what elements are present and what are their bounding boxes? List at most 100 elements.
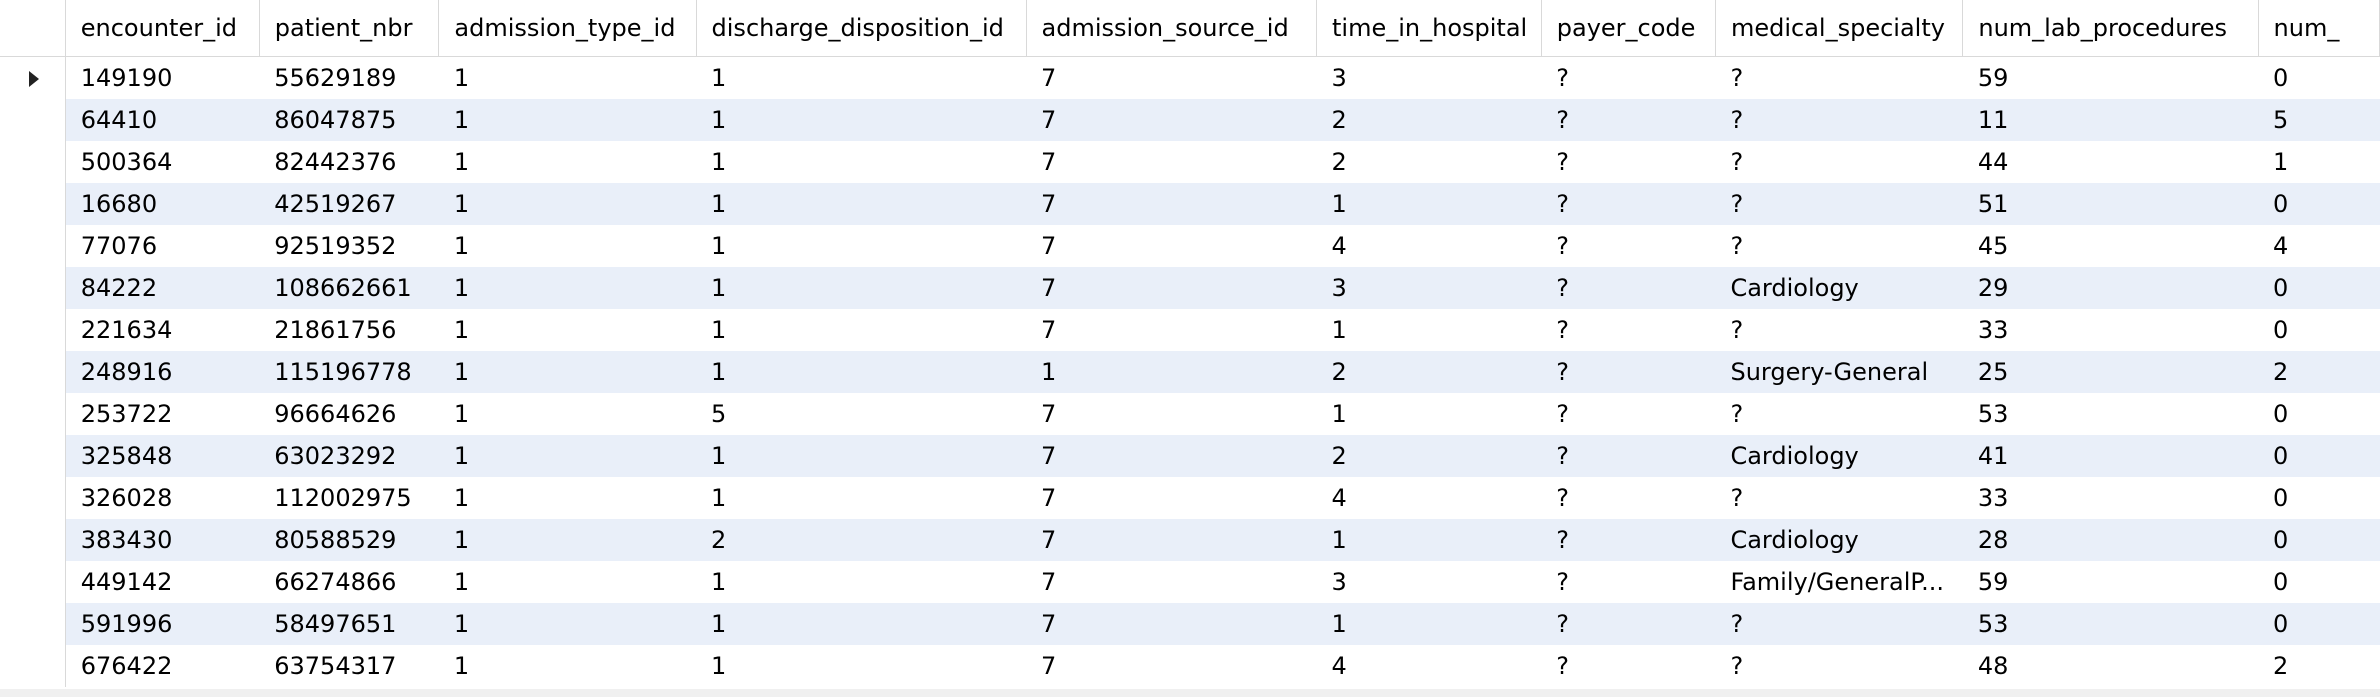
table-cell[interactable]: 1 (1026, 351, 1317, 393)
table-cell[interactable]: 0 (2258, 435, 2380, 477)
table-cell[interactable]: 7 (1026, 435, 1317, 477)
table-cell[interactable]: 44 (1962, 141, 2259, 183)
row-header[interactable] (0, 183, 66, 225)
table-cell[interactable]: ? (1541, 603, 1716, 645)
table-cell[interactable]: 383430 (65, 519, 260, 561)
table-cell[interactable]: 1 (438, 435, 697, 477)
table-cell[interactable]: 7 (1026, 99, 1317, 141)
table-cell[interactable]: 28 (1962, 519, 2259, 561)
table-cell[interactable]: 221634 (65, 309, 260, 351)
table-cell[interactable]: 1 (696, 99, 1027, 141)
table-cell[interactable]: ? (1541, 519, 1716, 561)
table-cell[interactable]: Cardiology (1715, 267, 1963, 309)
table-cell[interactable]: 21861756 (259, 309, 439, 351)
table-cell[interactable]: 33 (1962, 309, 2259, 351)
table-cell[interactable]: ? (1541, 435, 1716, 477)
column-header-num-partial[interactable]: num_ (2258, 0, 2380, 57)
column-header-admission-source-id[interactable]: admission_source_id (1026, 0, 1318, 57)
row-header[interactable] (0, 351, 66, 393)
table-cell[interactable]: 5 (2258, 99, 2380, 141)
table-cell[interactable]: 1 (1316, 183, 1542, 225)
table-cell[interactable]: 53 (1962, 393, 2259, 435)
table-cell[interactable]: 86047875 (259, 99, 439, 141)
table-cell[interactable]: 1 (696, 225, 1027, 267)
table-cell[interactable]: 1 (696, 56, 1027, 99)
row-header[interactable] (0, 603, 66, 645)
row-header[interactable] (0, 141, 66, 183)
table-cell[interactable]: 3 (1316, 267, 1542, 309)
table-cell[interactable]: 0 (2258, 183, 2380, 225)
table-cell[interactable]: ? (1715, 309, 1963, 351)
table-cell[interactable]: ? (1715, 183, 1963, 225)
corner-cell[interactable] (0, 0, 66, 57)
table-cell[interactable]: 59 (1962, 56, 2259, 99)
table-cell[interactable]: 1 (438, 393, 697, 435)
table-row[interactable]: 84222 108662661 1 1 7 3? Cardiology 29 0 (0, 267, 2380, 309)
table-cell[interactable]: Family/GeneralP... (1715, 561, 1963, 603)
table-cell[interactable]: 3 (1316, 561, 1542, 603)
table-cell[interactable]: 1 (438, 225, 697, 267)
table-cell[interactable]: ? (1541, 393, 1716, 435)
table-cell[interactable]: 7 (1026, 477, 1317, 519)
row-header[interactable] (0, 435, 66, 477)
table-cell[interactable]: 7 (1026, 519, 1317, 561)
table-cell[interactable]: 58497651 (259, 603, 439, 645)
table-cell[interactable]: 1 (696, 645, 1027, 687)
table-cell[interactable]: 1 (438, 267, 697, 309)
table-cell[interactable]: 7 (1026, 603, 1317, 645)
table-cell[interactable]: 2 (1316, 435, 1542, 477)
table-cell[interactable]: 53 (1962, 603, 2259, 645)
table-cell[interactable]: 449142 (65, 561, 260, 603)
table-cell[interactable]: 149190 (65, 56, 260, 99)
table-cell[interactable]: Cardiology (1715, 435, 1963, 477)
table-cell[interactable]: 1 (438, 141, 697, 183)
table-cell[interactable]: 0 (2258, 603, 2380, 645)
table-cell[interactable]: 2 (2258, 351, 2380, 393)
table-cell[interactable]: 108662661 (259, 267, 439, 309)
row-header[interactable] (0, 561, 66, 603)
table-cell[interactable]: 1 (696, 351, 1027, 393)
table-cell[interactable]: 96664626 (259, 393, 439, 435)
table-cell[interactable]: ? (1541, 99, 1716, 141)
table-cell[interactable]: 33 (1962, 477, 2259, 519)
table-cell[interactable]: 1 (696, 477, 1027, 519)
column-header-medical-specialty[interactable]: medical_specialty (1715, 0, 1964, 57)
column-header-time-in-hospital[interactable]: time_in_hospital (1316, 0, 1542, 57)
column-header-encounter-id[interactable]: encounter_id (65, 0, 260, 57)
table-cell[interactable]: 55629189 (259, 56, 439, 99)
row-header[interactable] (0, 56, 66, 99)
table-row[interactable]: 591996 58497651 1 1 7 1?? 53 0 (0, 603, 2380, 645)
table-cell[interactable]: 45 (1962, 225, 2259, 267)
table-cell[interactable]: 48 (1962, 645, 2259, 687)
table-cell[interactable]: 63754317 (259, 645, 439, 687)
table-cell[interactable]: 1 (438, 561, 697, 603)
table-cell[interactable]: 4 (1316, 477, 1542, 519)
table-cell[interactable]: 1 (696, 309, 1027, 351)
table-cell[interactable]: 326028 (65, 477, 260, 519)
table-cell[interactable]: 4 (2258, 225, 2380, 267)
table-cell[interactable]: 1 (696, 561, 1027, 603)
table-cell[interactable]: 51 (1962, 183, 2259, 225)
table-cell[interactable]: Surgery-General (1715, 351, 1963, 393)
table-cell[interactable]: ? (1541, 645, 1716, 687)
row-header[interactable] (0, 309, 66, 351)
table-cell[interactable]: 1 (438, 519, 697, 561)
table-cell[interactable]: 1 (438, 56, 697, 99)
table-cell[interactable]: 112002975 (259, 477, 439, 519)
column-header-admission-type-id[interactable]: admission_type_id (438, 0, 697, 57)
table-cell[interactable]: ? (1715, 99, 1963, 141)
row-header[interactable] (0, 477, 66, 519)
table-cell[interactable]: 92519352 (259, 225, 439, 267)
table-cell[interactable]: 1 (438, 99, 697, 141)
table-row[interactable]: 149190 55629189 1 1 7 3?? 59 0 (0, 56, 2380, 99)
table-cell[interactable]: 115196778 (259, 351, 439, 393)
table-cell[interactable]: 80588529 (259, 519, 439, 561)
table-cell[interactable]: 7 (1026, 393, 1317, 435)
table-cell[interactable]: ? (1541, 56, 1716, 99)
table-cell[interactable]: 591996 (65, 603, 260, 645)
table-cell[interactable]: 59 (1962, 561, 2259, 603)
table-row[interactable]: 500364 82442376 1 1 7 2?? 44 1 (0, 141, 2380, 183)
table-cell[interactable]: ? (1715, 56, 1963, 99)
column-header-payer-code[interactable]: payer_code (1541, 0, 1716, 57)
